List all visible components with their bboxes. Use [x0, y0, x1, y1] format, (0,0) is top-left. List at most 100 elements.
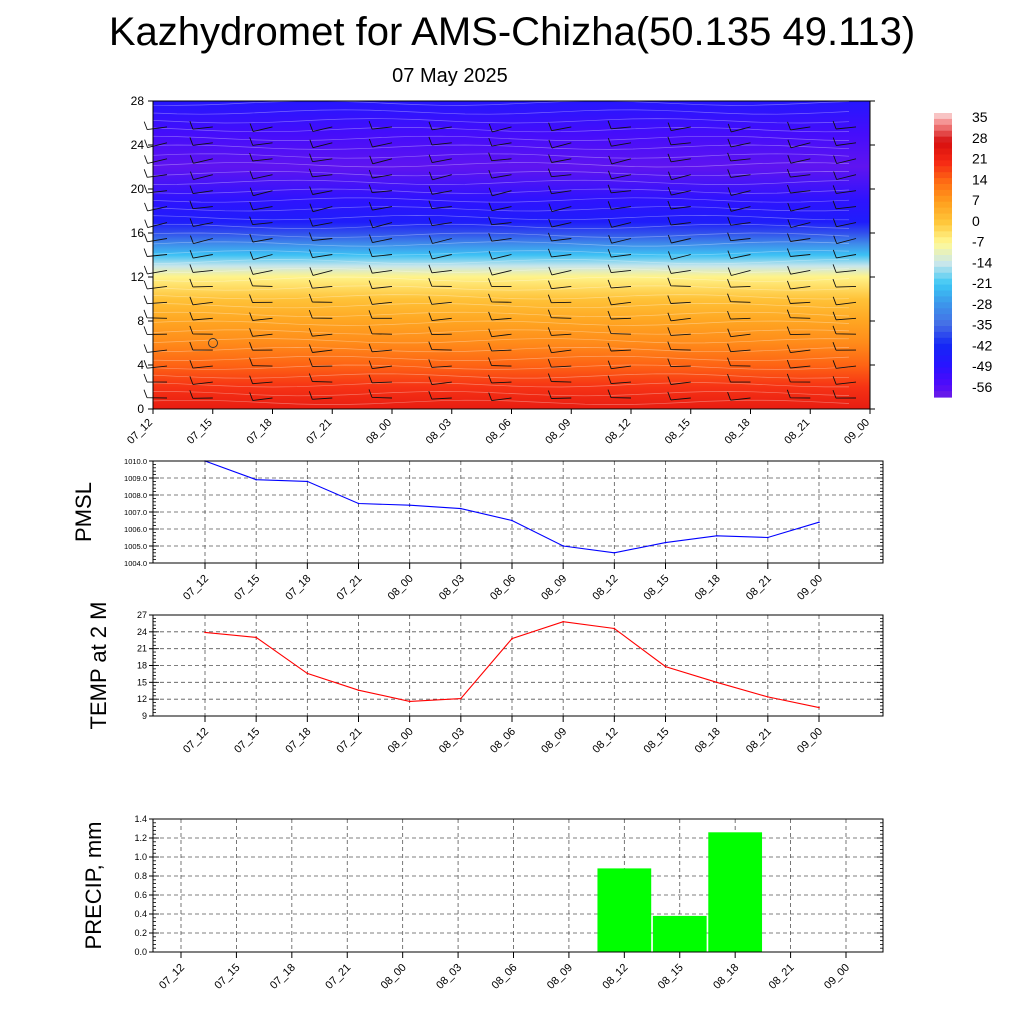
- data-point: [715, 681, 718, 684]
- x-tick-label: 08_00: [379, 962, 409, 992]
- y-axis-title: PMSL: [71, 482, 96, 542]
- wind-barb: [428, 359, 452, 368]
- wind-barb: [787, 155, 811, 164]
- contour-line: [152, 303, 850, 309]
- wind-barb: [189, 235, 213, 245]
- x-tick-label: 08_21: [744, 573, 774, 603]
- wind-barb: [727, 232, 751, 242]
- x-tick-label: 09_00: [795, 726, 825, 756]
- data-point: [357, 689, 360, 691]
- wind-barb: [368, 248, 393, 258]
- data-point: [767, 536, 769, 539]
- y-axis-title: TEMP at 2 M: [86, 602, 111, 730]
- wind-barb: [547, 280, 572, 290]
- x-tick-label: 07_15: [232, 573, 262, 603]
- wind-barb: [607, 120, 632, 130]
- wind-barb: [368, 374, 393, 384]
- colorbar-block: [934, 243, 952, 250]
- colorbar-block: [934, 249, 952, 256]
- wind-barb: [727, 293, 751, 303]
- precip-bar: [652, 915, 707, 952]
- wind-barb: [249, 277, 273, 287]
- wind-barb: [833, 235, 857, 245]
- contour-line: [152, 320, 850, 326]
- colorbar-block: [934, 142, 952, 150]
- colorbar-block: [934, 124, 952, 132]
- wind-barb: [428, 264, 452, 274]
- wind-barb: [143, 121, 168, 131]
- wind-barb: [786, 309, 811, 319]
- contour-line: [152, 171, 850, 177]
- panel-frame: [152, 818, 884, 953]
- wind-barb: [308, 293, 333, 303]
- wind-barb: [547, 232, 572, 242]
- wind-barb: [428, 154, 452, 164]
- colorbar-block: [934, 172, 952, 179]
- colorbar-block: [934, 237, 952, 244]
- wind-barb: [607, 325, 632, 335]
- wind-barb: [144, 219, 168, 229]
- wind-barb: [787, 233, 811, 242]
- wind-barb: [189, 200, 213, 210]
- wind-barb: [727, 203, 751, 212]
- colorbar-block: [934, 302, 952, 309]
- wind-barb: [607, 170, 632, 180]
- wind-barb: [607, 248, 632, 258]
- colorbar-tick-label: 7: [972, 192, 980, 208]
- wind-barb: [488, 152, 512, 162]
- contour-line: [152, 197, 850, 203]
- wind-barb: [368, 280, 393, 290]
- colorbar-block: [934, 320, 952, 327]
- contour-line: [152, 118, 850, 124]
- x-tick-label: 08_09: [539, 573, 569, 603]
- wind-barb: [249, 375, 273, 385]
- contour-line: [152, 188, 850, 194]
- heatmap-y-tick-label: 24: [131, 138, 145, 152]
- wind-barb: [428, 326, 452, 336]
- wind-barb: [832, 218, 857, 228]
- wind-barb: [786, 184, 811, 194]
- wind-barb: [309, 123, 333, 132]
- colorbar-block: [934, 278, 952, 286]
- contour-line: [152, 232, 850, 238]
- colorbar-block: [934, 296, 952, 303]
- chart-title: Kazhydromet for AMS-Chizha(50.135 49.113…: [108, 10, 916, 54]
- wind-barb: [607, 296, 632, 306]
- wind-barb: [607, 279, 632, 289]
- data-point: [562, 545, 564, 547]
- wind-barb: [832, 200, 857, 210]
- colorbar: [934, 113, 952, 398]
- y-tick-label: 1005.0: [124, 542, 147, 551]
- wind-barb: [488, 137, 512, 147]
- wind-barb: [667, 171, 691, 181]
- colorbar-block: [934, 231, 952, 238]
- wind-barb: [189, 155, 213, 164]
- wind-barb: [249, 233, 273, 243]
- x-tick-label: 08_00: [386, 573, 416, 603]
- wind-barb: [143, 373, 168, 383]
- contour-line: [152, 364, 850, 370]
- x-tick-label: 07_15: [232, 726, 262, 756]
- wind-barb: [488, 342, 512, 352]
- wind-barb: [548, 185, 572, 195]
- colorbar-block: [934, 166, 952, 173]
- wind-barb: [368, 389, 393, 399]
- data-point: [357, 502, 360, 505]
- heatmap-x-tick-label: 09_00: [842, 417, 872, 447]
- wind-barb: [548, 266, 572, 276]
- colorbar-block: [934, 255, 952, 262]
- contour-line: [152, 329, 850, 335]
- wind-barb: [143, 280, 168, 290]
- heatmap-y-tick-label: 28: [131, 94, 145, 108]
- wind-barb: [488, 187, 512, 197]
- wind-barb: [727, 343, 751, 353]
- wind-barb: [143, 265, 168, 275]
- wind-barb: [143, 309, 168, 319]
- x-tick-label: 08_06: [490, 962, 520, 992]
- data-point: [255, 478, 257, 481]
- contour-line: [152, 285, 850, 291]
- wind-barb: [189, 311, 213, 321]
- wind-barb: [368, 169, 393, 179]
- colorbar-tick-label: 14: [972, 171, 988, 187]
- wind-barb: [832, 376, 857, 385]
